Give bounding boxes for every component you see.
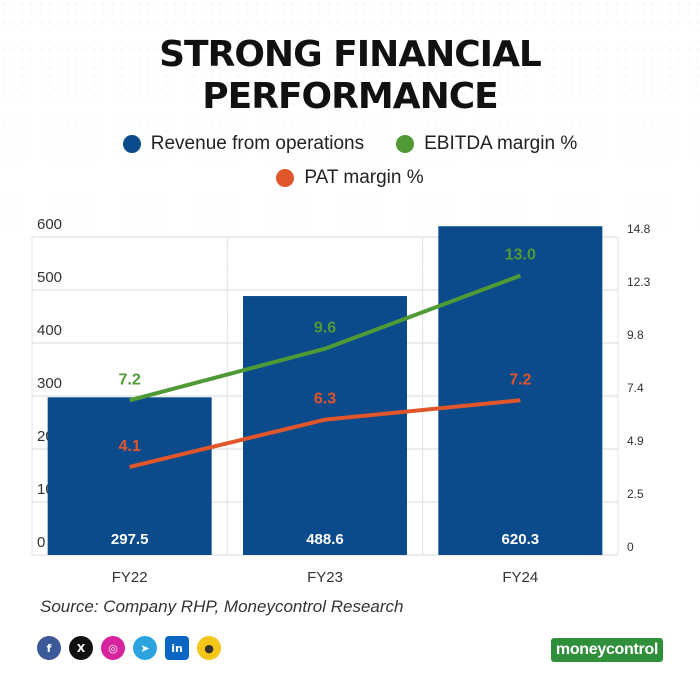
title-line-1: STRONG FINANCIAL: [159, 34, 542, 75]
legend-item-revenue: Revenue from operations: [122, 133, 365, 155]
y-right-tick-label: 4.9: [627, 434, 644, 448]
title-line-2: PERFORMANCE: [202, 76, 498, 117]
legend-label-revenue: Revenue from operations: [150, 133, 365, 154]
legend-swatch-pat: [276, 169, 295, 187]
x-tick-label: FY23: [307, 569, 343, 586]
bar-revenue-fy23: [243, 296, 407, 555]
bar-revenue-fy24: [438, 226, 603, 555]
y-right-tick-label: 7.4: [627, 381, 644, 395]
y-left-tick-label: 400: [37, 322, 62, 339]
instagram-icon[interactable]: ◎: [101, 636, 125, 660]
line-pat-margin: [129, 398, 521, 469]
y-right-tick-label: 2.5: [627, 487, 644, 501]
facebook-icon[interactable]: f: [37, 636, 61, 660]
y-left-tick-label: 300: [37, 375, 62, 392]
legend-swatch-ebitda: [396, 135, 415, 153]
legend-swatch-revenue: [122, 135, 141, 153]
pat-value-label: 4.1: [119, 438, 141, 455]
social-links: f X ◎ ➤ in ●: [37, 636, 221, 660]
legend-label-pat: PAT margin %: [304, 167, 424, 188]
linkedin-icon[interactable]: in: [165, 636, 189, 660]
bar-value-label: 488.6: [306, 531, 344, 548]
moneycontrol-logo: moneycontrol: [551, 638, 663, 662]
x-tick-label: FY22: [112, 569, 148, 586]
page-title: STRONG FINANCIAL PERFORMANCE: [0, 34, 700, 118]
x-tick-label: FY24: [502, 569, 538, 586]
ebitda-value-label: 13.0: [505, 247, 536, 264]
legend-item-pat: PAT margin %: [276, 167, 424, 189]
bar-revenue-fy22: [47, 397, 212, 555]
ebitda-value-label: 7.2: [119, 371, 141, 388]
y-right-tick-label: 0: [627, 540, 634, 554]
line-ebitda-margin: [129, 273, 522, 403]
legend-label-ebitda: EBITDA margin %: [424, 133, 578, 154]
pat-value-label: 6.3: [314, 391, 336, 408]
chart-legend: Revenue from operations EBITDA margin % …: [0, 127, 700, 195]
telegram-icon[interactable]: ➤: [133, 636, 157, 660]
y-right-tick-label: 9.8: [627, 328, 644, 342]
y-left-tick-label: 0: [37, 534, 45, 551]
y-right-tick-label: 12.3: [627, 275, 651, 289]
pat-value-label: 7.2: [509, 371, 531, 388]
y-left-tick-label: 600: [37, 216, 62, 233]
bar-value-label: 297.5: [111, 531, 149, 548]
bar-value-label: 620.3: [502, 531, 540, 548]
legend-item-ebitda: EBITDA margin %: [396, 133, 577, 155]
ebitda-value-label: 9.6: [314, 320, 336, 337]
x-twitter-icon[interactable]: X: [69, 636, 93, 660]
y-right-tick-label: 14.8: [627, 222, 651, 236]
koo-icon[interactable]: ●: [197, 636, 221, 660]
source-note: Source: Company RHP, Moneycontrol Resear…: [40, 597, 404, 616]
y-left-tick-label: 500: [37, 269, 62, 286]
